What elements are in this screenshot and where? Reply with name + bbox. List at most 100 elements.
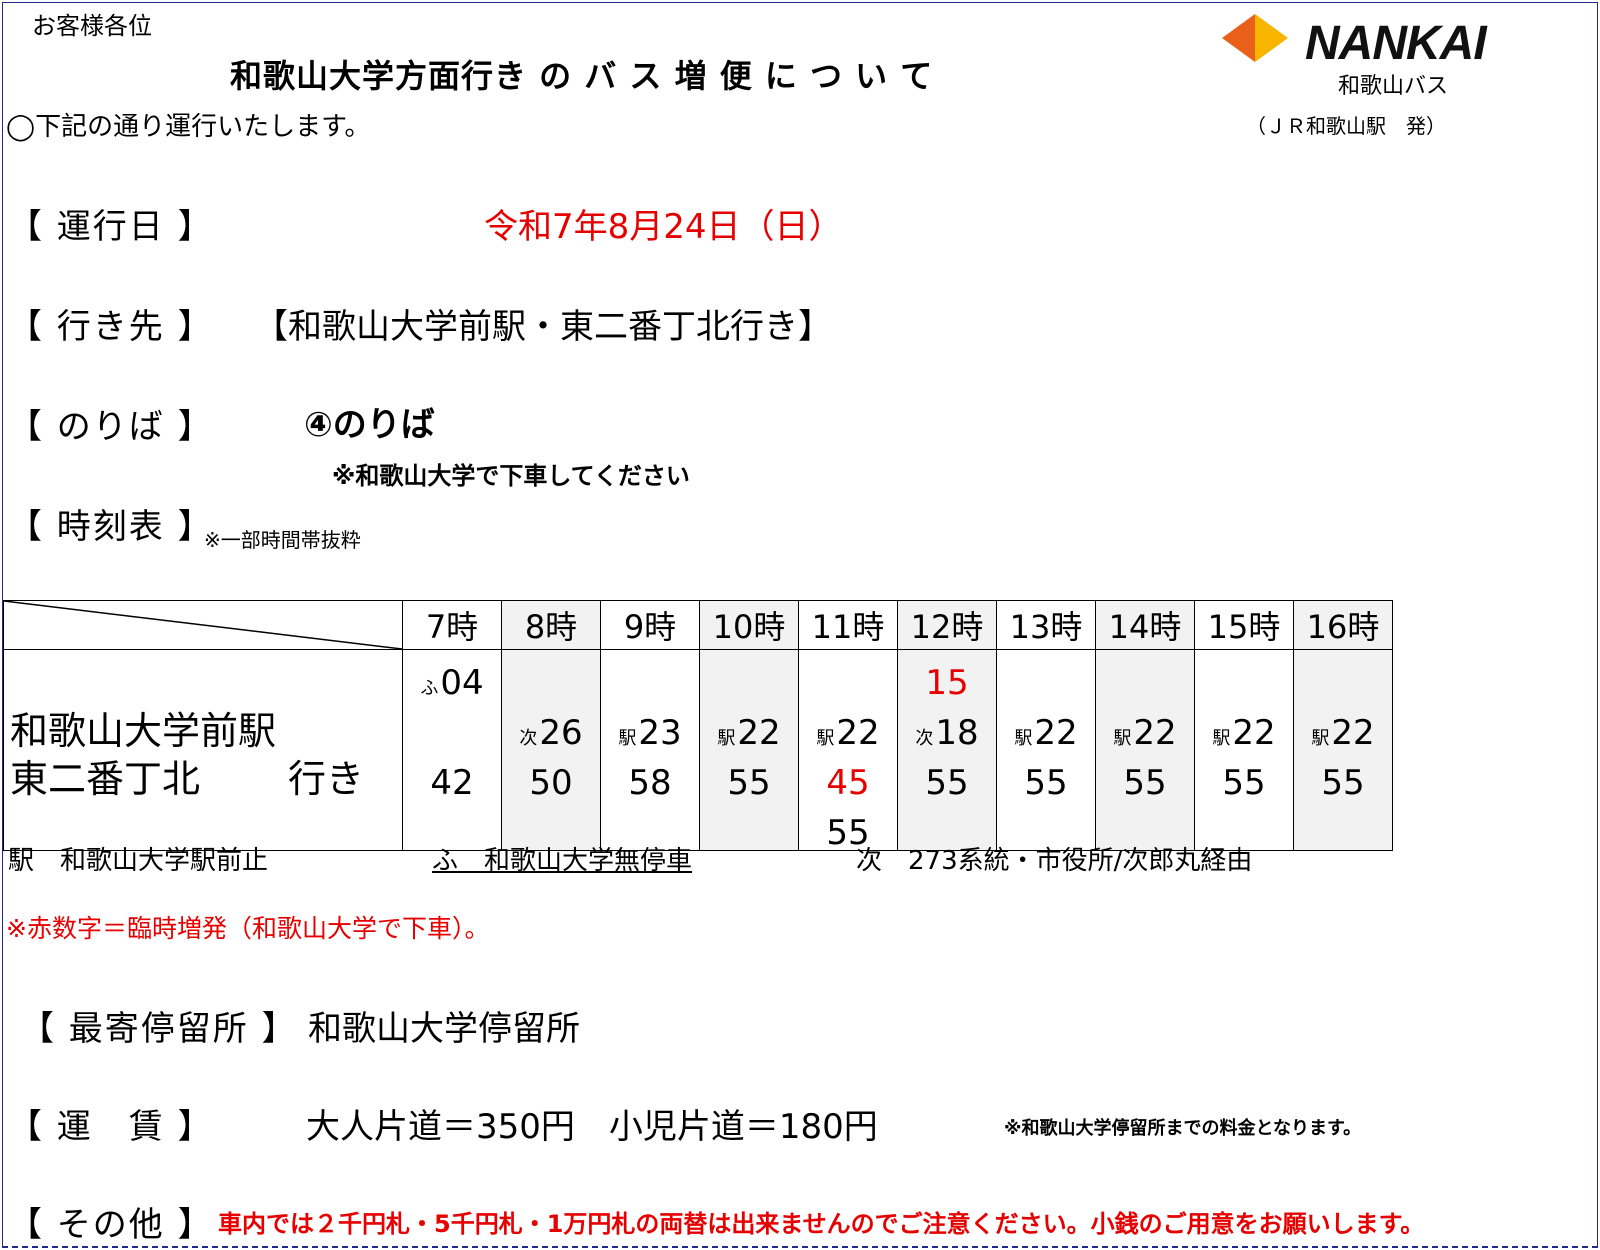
departure-time: 55	[1096, 766, 1194, 800]
greeting: お客様各位	[32, 12, 152, 40]
logo-wordmark: NANKAI	[1305, 17, 1487, 70]
stop-note: ※和歌山大学で下車してください	[332, 462, 690, 490]
hour-cell-9時: 駅23 58	[600, 649, 700, 851]
timetable-label: 【 時刻表 】	[8, 507, 214, 547]
stop-value: ④のりば	[304, 405, 435, 445]
departure-minute: 55	[925, 763, 969, 803]
departure-prefix: ふ	[420, 678, 439, 699]
departure-time: 次18	[898, 716, 996, 750]
departure-time: ふ04	[403, 666, 501, 700]
hour-14: 14時	[1095, 600, 1195, 650]
hour-7: 7時	[402, 600, 502, 650]
departure-time: 駅23	[601, 716, 699, 750]
hour-cell-14時: 駅22 55	[1095, 649, 1195, 851]
hour-cell-15時: 駅22 55	[1194, 649, 1294, 851]
hour-cell-8時: 次26 50	[501, 649, 601, 851]
destination-label: 【 行き先 】	[8, 307, 214, 347]
date-value: 令和7年8月24日（日）	[484, 207, 843, 247]
departure-minute: 23	[638, 713, 682, 753]
legend-red-note: ※赤数字＝臨時増発（和歌山大学で下車）。	[6, 914, 490, 943]
departure-prefix: 駅	[1311, 728, 1330, 749]
legend-route: 次 273系統・市役所/次郎丸経由	[856, 846, 1253, 876]
departure-minute: 22	[1133, 713, 1177, 753]
hour-cell-13時: 駅22 55	[996, 649, 1096, 851]
departure-minute: 42	[430, 763, 474, 803]
company-name: 和歌山バス	[1338, 74, 1449, 99]
departure-prefix: 駅	[717, 728, 736, 749]
departure-minute: 04	[440, 663, 484, 703]
hour-cell-12時: 15 次18 55	[897, 649, 997, 851]
departure-time: 次26	[502, 716, 600, 750]
stop-label: 【 のりば 】	[8, 407, 214, 447]
hour-9: 9時	[600, 600, 700, 650]
fare-note: ※和歌山大学停留所までの料金となります。	[1004, 1118, 1362, 1139]
departure-minute: 26	[539, 713, 583, 753]
hour-13: 13時	[996, 600, 1096, 650]
departure-time: 42	[403, 766, 501, 800]
departure-time: 58	[601, 766, 699, 800]
departure-time: 45	[799, 766, 897, 800]
hour-row: 7時 8時 9時 10時 11時 12時 13時 14時 15時 16時	[3, 600, 1393, 650]
corner-cell	[3, 600, 403, 650]
departure-prefix: 駅	[1212, 728, 1231, 749]
departure-minute: 50	[529, 763, 573, 803]
departure-minute: 22	[1034, 713, 1078, 753]
other-value: 車内では２千円札・5千円札・1万円札の両替は出来ませんのでご注意ください。小銭の…	[218, 1210, 1425, 1238]
departure-minute: 55	[1321, 763, 1365, 803]
fare-value: 大人片道＝350円 小児片道＝180円	[306, 1107, 878, 1147]
departure-minute: 22	[1331, 713, 1375, 753]
departure-minute: 22	[1232, 713, 1276, 753]
hour-8: 8時	[501, 600, 601, 650]
legend-nonstop: ふ 和歌山大学無停車	[432, 846, 693, 876]
hour-cell-7時: ふ04 42	[402, 649, 502, 851]
departure-row: 和歌山大学前駅 東二番丁北 行き ふ04 42 次26 50 駅23 58 駅22 55 駅22…	[3, 649, 1393, 853]
departure-minute: 22	[737, 713, 781, 753]
departure-minute: 22	[836, 713, 880, 753]
nankai-logo-icon	[1222, 14, 1288, 62]
hour-10: 10時	[699, 600, 799, 650]
timetable: 7時 8時 9時 10時 11時 12時 13時 14時 15時 16時 和歌山…	[3, 600, 1393, 851]
departure-minute: 18	[935, 713, 979, 753]
route-label-line3: 行き	[288, 757, 365, 801]
departure-time: 55	[700, 766, 798, 800]
other-label: 【 その他 】	[8, 1205, 214, 1245]
hour-cell-10時: 駅22 55	[699, 649, 799, 851]
departure-time: 55	[997, 766, 1095, 800]
departure-time: 駅22	[799, 716, 897, 750]
page-title: 和歌山大学方面行き の バ ス 増 便 に つ い て	[230, 57, 934, 95]
diagonal-line	[4, 601, 402, 649]
route-label-line1: 和歌山大学前駅	[10, 709, 277, 753]
date-label: 【 運行日 】	[8, 207, 214, 247]
departure-prefix: 駅	[1014, 728, 1033, 749]
departure-minute: 55	[1222, 763, 1266, 803]
departure-prefix: 駅	[1113, 728, 1132, 749]
fare-label: 【 運 賃 】	[8, 1107, 214, 1147]
departure-time: 55	[898, 766, 996, 800]
timetable-note: ※一部時間帯抜粋	[204, 528, 361, 552]
departure-time: 駅22	[1096, 716, 1194, 750]
departure-minute: 45	[826, 763, 870, 803]
departure-prefix: 次	[519, 728, 538, 749]
route-label-line2: 東二番丁北	[10, 757, 201, 801]
nearest-value: 和歌山大学停留所	[308, 1009, 580, 1049]
departure-minute: 58	[628, 763, 672, 803]
departure-minute: 55	[826, 813, 870, 853]
departure-minute: 55	[1024, 763, 1068, 803]
departure-prefix: 駅	[618, 728, 637, 749]
legend-station: 駅 和歌山大学駅前止	[8, 846, 269, 876]
departure-prefix: 駅	[816, 728, 835, 749]
departure-time: 駅22	[997, 716, 1095, 750]
departure-prefix: 次	[915, 728, 934, 749]
nearest-label: 【 最寄停留所 】	[20, 1009, 298, 1049]
destination-value: 【和歌山大学前駅・東二番丁北行き】	[254, 307, 832, 347]
hour-15: 15時	[1194, 600, 1294, 650]
departure-time: 55	[1294, 766, 1392, 800]
origin-note: （ＪＲ和歌山駅 発）	[1246, 114, 1446, 138]
departure-minute: 15	[925, 663, 969, 703]
departure-time: 15	[898, 666, 996, 700]
hour-11: 11時	[798, 600, 898, 650]
intro-text: ◯下記の通り運行いたします。	[6, 112, 371, 142]
departure-time: 55	[1195, 766, 1293, 800]
hour-16: 16時	[1293, 600, 1393, 650]
